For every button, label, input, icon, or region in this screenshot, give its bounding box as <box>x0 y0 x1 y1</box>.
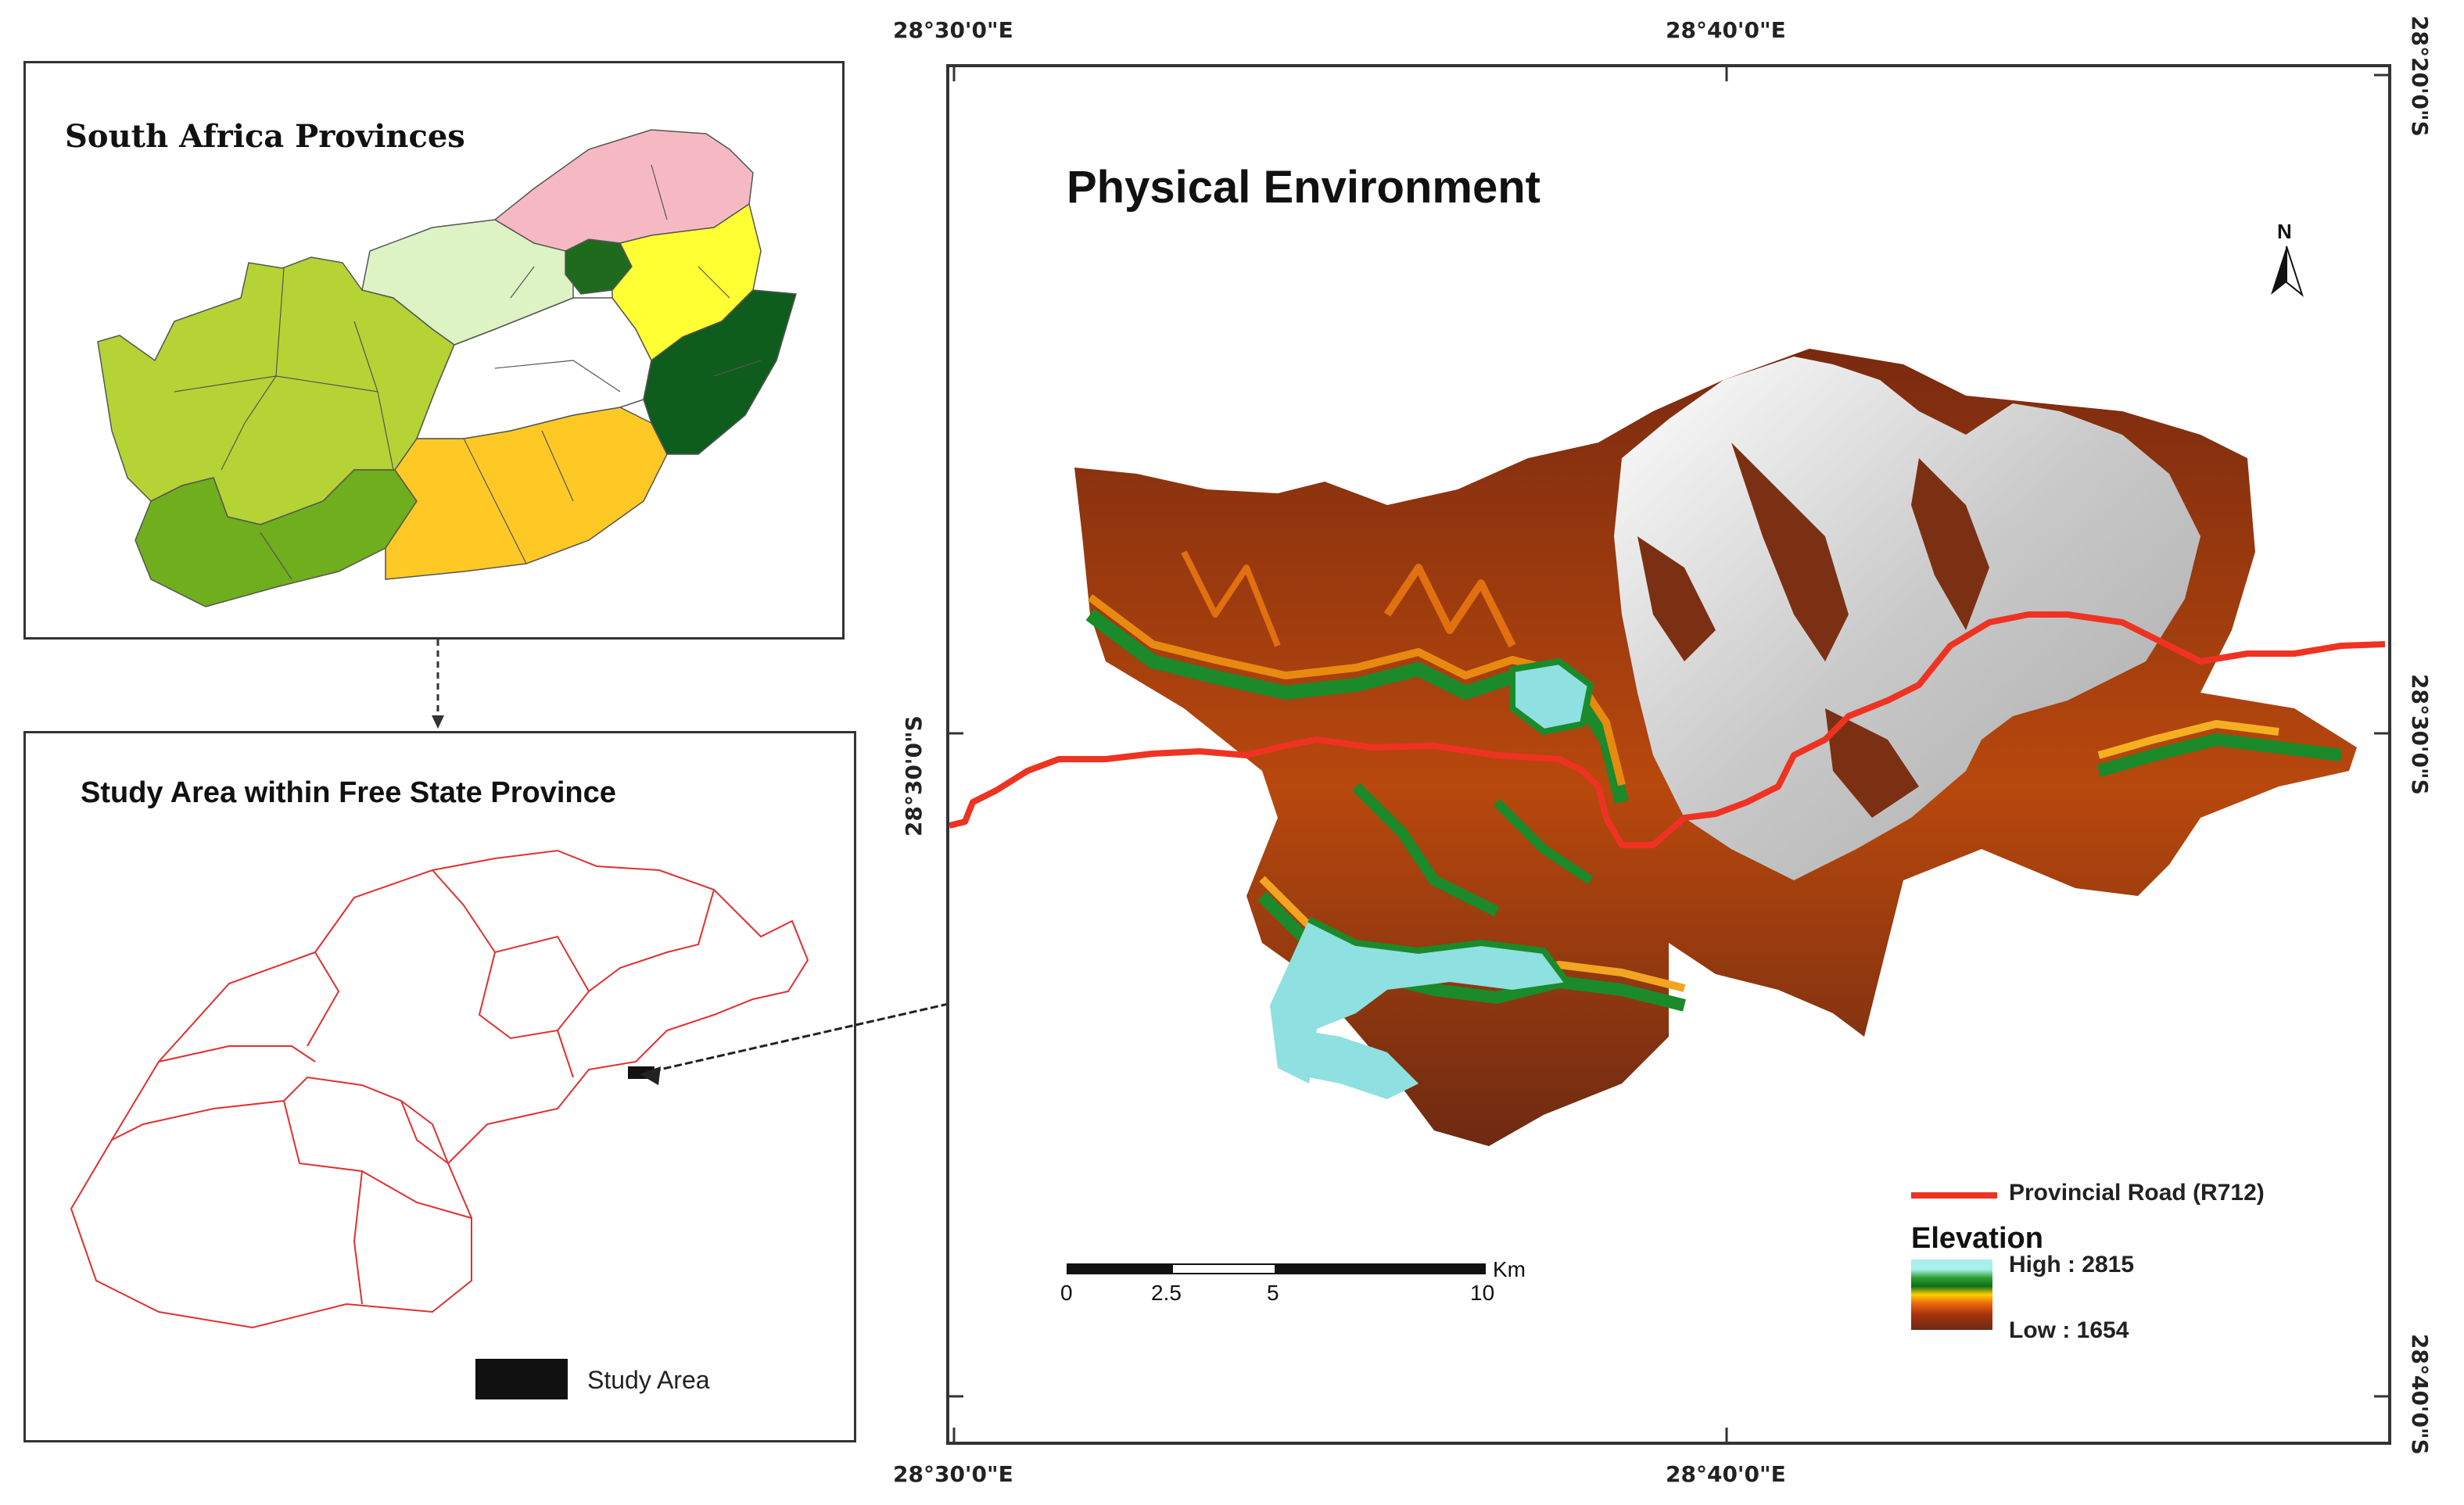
north-arrow: N <box>2263 220 2310 306</box>
scale-label-2-5: 2.5 <box>1151 1281 1182 1305</box>
coord-bottom-left: 28°30'0"E <box>893 1461 1013 1487</box>
north-arrow-icon <box>2271 245 2304 297</box>
map-legend: Provincial Road (R712) Elevation High : … <box>1911 1174 2349 1408</box>
study-area-legend-swatch <box>475 1359 568 1399</box>
province-kwazulu-natal <box>643 289 797 455</box>
south-africa-map <box>97 129 797 607</box>
scale-label-0: 0 <box>1060 1281 1073 1305</box>
scale-label-10: 10 <box>1470 1281 1495 1305</box>
coord-left-mid: 28°30'0"S <box>901 715 927 837</box>
legend-elevation-ramp <box>1911 1260 1992 1330</box>
province-north-west <box>361 219 574 346</box>
coord-top-left: 28°30'0"E <box>893 17 1013 43</box>
terrain-peak-3 <box>1293 1029 1419 1099</box>
terrain-peak-2 <box>1270 919 1567 1084</box>
scale-label-5: 5 <box>1267 1281 1279 1305</box>
legend-elevation-title: Elevation <box>1911 1222 2043 1255</box>
inset-provinces-title: South Africa Provinces <box>65 118 465 155</box>
main-map-frame: Physical Environment N <box>946 64 2391 1445</box>
coord-bottom-mid: 28°40'0"E <box>1666 1461 1786 1487</box>
coord-right-top: 28°20'0"S <box>2407 16 2433 137</box>
free-state-outline-map: Study Area <box>70 849 809 1399</box>
inset-provinces-frame: South Africa Provinces <box>23 61 845 640</box>
provincial-road-r712 <box>949 611 2386 848</box>
legend-road-label: Provincial Road (R712) <box>2009 1180 2265 1206</box>
legend-high-label: High : 2815 <box>2009 1252 2135 1277</box>
coord-right-mid: 28°30'0"S <box>2407 674 2433 795</box>
study-area-patch <box>628 1066 655 1079</box>
main-map-ticks <box>949 67 2388 1442</box>
inset-study-area-title: Study Area within Free State Province <box>81 776 616 809</box>
scale-bar: Km 0 2.5 5 10 <box>1060 1257 1551 1326</box>
legend-road-line <box>1911 1192 1997 1199</box>
coord-right-bottom: 28°40'0"S <box>2407 1334 2433 1455</box>
free-state-boundary <box>70 849 809 1329</box>
scale-unit: Km <box>1493 1257 1526 1281</box>
coord-top-mid: 28°40'0"E <box>1666 17 1786 43</box>
study-area-legend-label: Study Area <box>587 1366 710 1394</box>
main-map-title: Physical Environment <box>1067 162 1540 213</box>
elevation-terrain <box>949 349 2386 1146</box>
inset-study-area-frame: Study Area within Free State Province St… <box>23 731 856 1442</box>
terrain-peak-1 <box>1512 661 1591 732</box>
legend-low-label: Low : 1654 <box>2009 1317 2129 1343</box>
north-label: N <box>2277 220 2292 243</box>
